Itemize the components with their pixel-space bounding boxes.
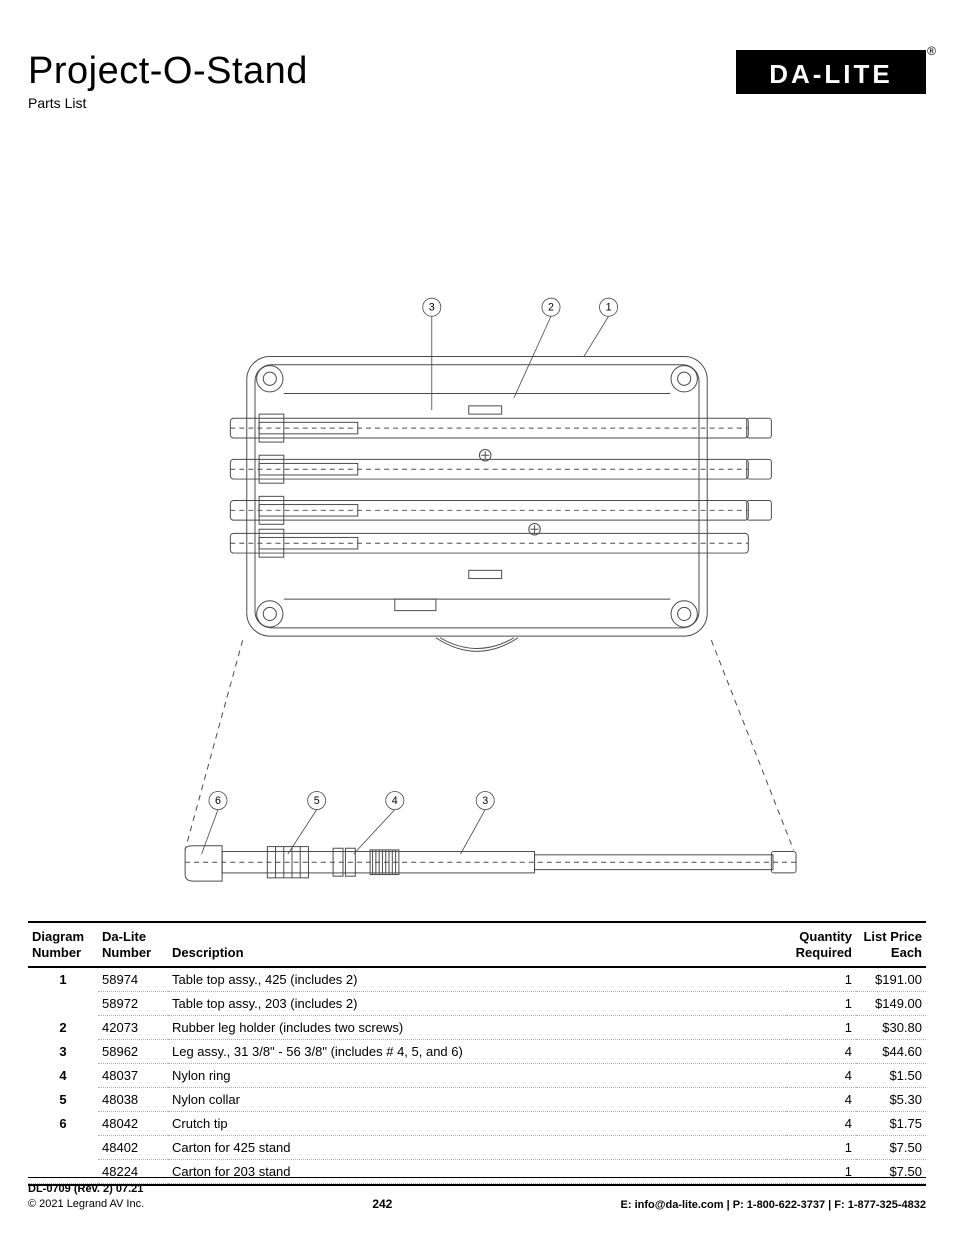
cell-quantity: 1 [786,1016,856,1040]
exploded-diagram: 3 2 1 6 5 4 3 [28,151,926,891]
cell-diagram-number: 5 [28,1088,98,1112]
cell-diagram-number: 2 [28,1016,98,1040]
col-list-price: List PriceEach [856,922,926,967]
cell-quantity: 1 [786,1136,856,1160]
svg-text:3: 3 [482,795,488,807]
cell-diagram-number: 1 [28,967,98,992]
footer-left: DL-0709 (Rev. 2) 07.21 © 2021 Legrand AV… [28,1182,144,1211]
cell-quantity: 4 [786,1088,856,1112]
cell-price: $1.50 [856,1064,926,1088]
cell-description: Nylon ring [168,1064,786,1088]
svg-text:4: 4 [392,795,398,807]
table-header: DiagramNumber Da-LiteNumber Description … [28,922,926,967]
cell-diagram-number: 3 [28,1040,98,1064]
cell-description: Leg assy., 31 3/8" - 56 3/8" (includes #… [168,1040,786,1064]
table-row: 242073Rubber leg holder (includes two sc… [28,1016,926,1040]
table-row: 48402Carton for 425 stand1$7.50 [28,1136,926,1160]
cell-quantity: 4 [786,1040,856,1064]
parts-table: DiagramNumber Da-LiteNumber Description … [28,921,926,1184]
cell-price: $7.50 [856,1136,926,1160]
cell-part-number: 48038 [98,1088,168,1112]
cell-quantity: 1 [786,992,856,1016]
svg-text:6: 6 [215,795,221,807]
title-block: Project-O-Stand Parts List [28,50,308,111]
cell-diagram-number [28,992,98,1016]
table-row: 58972Table top assy., 203 (includes 2)1$… [28,992,926,1016]
cell-description: Table top assy., 203 (includes 2) [168,992,786,1016]
col-quantity: QuantityRequired [786,922,856,967]
doc-revision: DL-0709 (Rev. 2) 07.21 [28,1182,144,1196]
cell-description: Table top assy., 425 (includes 2) [168,967,786,992]
svg-text:2: 2 [548,302,554,314]
cell-price: $1.75 [856,1112,926,1136]
cell-diagram-number: 4 [28,1064,98,1088]
table-row: 448037Nylon ring4$1.50 [28,1064,926,1088]
cell-part-number: 48037 [98,1064,168,1088]
svg-text:3: 3 [429,302,435,314]
page-footer: DL-0709 (Rev. 2) 07.21 © 2021 Legrand AV… [28,1177,926,1211]
col-diagram-number: DiagramNumber [28,922,98,967]
cell-part-number: 42073 [98,1016,168,1040]
cell-part-number: 58974 [98,967,168,992]
cell-price: $5.30 [856,1088,926,1112]
svg-text:5: 5 [314,795,320,807]
cell-quantity: 4 [786,1064,856,1088]
page-number: 242 [372,1197,392,1211]
cell-diagram-number [28,1136,98,1160]
cell-description: Carton for 425 stand [168,1136,786,1160]
cell-part-number: 58962 [98,1040,168,1064]
cell-part-number: 58972 [98,992,168,1016]
cell-quantity: 1 [786,967,856,992]
cell-quantity: 4 [786,1112,856,1136]
cell-price: $30.80 [856,1016,926,1040]
page-header: Project-O-Stand Parts List ® DA-LITE [28,50,926,111]
svg-text:1: 1 [606,302,612,314]
cell-description: Nylon collar [168,1088,786,1112]
col-description: Description [168,922,786,967]
table-row: 358962Leg assy., 31 3/8" - 56 3/8" (incl… [28,1040,926,1064]
brand-logo: ® DA-LITE [736,50,926,100]
copyright: © 2021 Legrand AV Inc. [28,1197,144,1211]
page-subtitle: Parts List [28,95,308,111]
cell-diagram-number: 6 [28,1112,98,1136]
contact-info: E: info@da-lite.com | P: 1-800-622-3737 … [621,1199,926,1211]
cell-price: $191.00 [856,967,926,992]
registered-icon: ® [927,44,936,58]
table-row: 158974Table top assy., 425 (includes 2)1… [28,967,926,992]
cell-price: $44.60 [856,1040,926,1064]
cell-description: Crutch tip [168,1112,786,1136]
table-body: 158974Table top assy., 425 (includes 2)1… [28,967,926,1184]
logo-text: DA-LITE [736,50,926,94]
cell-part-number: 48402 [98,1136,168,1160]
cell-price: $149.00 [856,992,926,1016]
table-row: 648042Crutch tip4$1.75 [28,1112,926,1136]
col-dalite-number: Da-LiteNumber [98,922,168,967]
cell-part-number: 48042 [98,1112,168,1136]
page-title: Project-O-Stand [28,50,308,93]
cell-description: Rubber leg holder (includes two screws) [168,1016,786,1040]
table-row: 548038Nylon collar4$5.30 [28,1088,926,1112]
